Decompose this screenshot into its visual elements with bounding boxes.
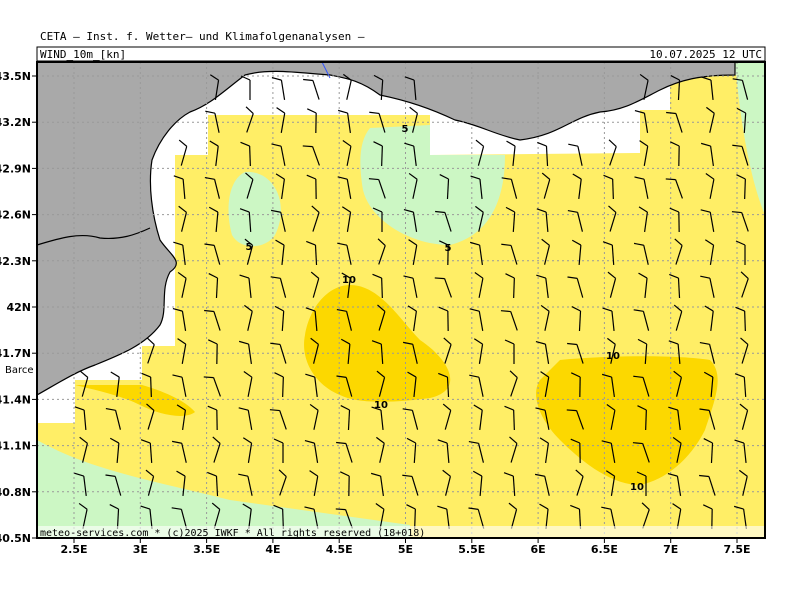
contour-label: 10	[374, 400, 388, 411]
barb-shaft	[745, 179, 746, 199]
barb-shaft	[415, 509, 416, 529]
barb-shaft	[151, 377, 152, 397]
lat-tick-label: 42.9N	[0, 162, 31, 175]
lon-tick-label: 7.5E	[723, 543, 750, 556]
lat-tick-label: 41.7N	[0, 347, 31, 360]
lon-tick-label: 6.5E	[591, 543, 618, 556]
lat-tick-label: 41.4N	[0, 393, 31, 406]
contour-label: 5	[445, 243, 452, 254]
lon-tick-label: 4E	[265, 543, 280, 556]
contour-label: 10	[630, 482, 644, 493]
barb-shaft	[382, 278, 383, 298]
lat-tick-label: 42.3N	[0, 255, 31, 268]
barb-shaft	[283, 377, 284, 397]
lat-tick-label: 42.6N	[0, 209, 31, 222]
lon-tick-label: 3.5E	[193, 543, 220, 556]
lon-tick-label: 4.5E	[326, 543, 353, 556]
lat-tick-label: 43.5N	[0, 70, 31, 83]
barb-shaft	[514, 278, 515, 298]
lon-tick-label: 6E	[531, 543, 546, 556]
contour-label: 5	[246, 242, 253, 253]
lon-tick-label: 5E	[398, 543, 413, 556]
place-label: Barce	[5, 365, 34, 376]
field-label: WIND_10m_[kn]	[40, 48, 126, 61]
plot-area: Barce 5 5 5 10 10 10 10 meteo-services.c…	[5, 62, 765, 539]
lat-tick-label: 40.8N	[0, 486, 31, 499]
time-label: 10.07.2025 12 UTC	[649, 48, 762, 61]
barb-shaft	[382, 146, 383, 166]
barb-shaft	[250, 146, 251, 166]
lon-tick-label: 7E	[663, 543, 678, 556]
lon-tick-label: 2.5E	[60, 543, 87, 556]
barb-shaft	[283, 509, 284, 529]
contour-label: 10	[606, 351, 620, 362]
lat-tick-label: 43.2N	[0, 116, 31, 129]
barb-shaft	[514, 410, 515, 430]
lon-tick-label: 5.5E	[458, 543, 485, 556]
lat-tick-label: 41.1N	[0, 440, 31, 453]
lat-tick-label: 40.5N	[0, 532, 31, 545]
barb-shaft	[646, 410, 647, 430]
header-title: CETA – Inst. f. Wetter– und Klimafolgena…	[40, 30, 365, 43]
barb-shaft	[613, 179, 614, 199]
lat-tick-label: 42N	[6, 301, 31, 314]
lon-tick-label: 3E	[133, 543, 148, 556]
contour-label: 5	[402, 124, 409, 135]
contour-label: 10	[342, 275, 356, 286]
barb-shaft	[745, 311, 746, 331]
